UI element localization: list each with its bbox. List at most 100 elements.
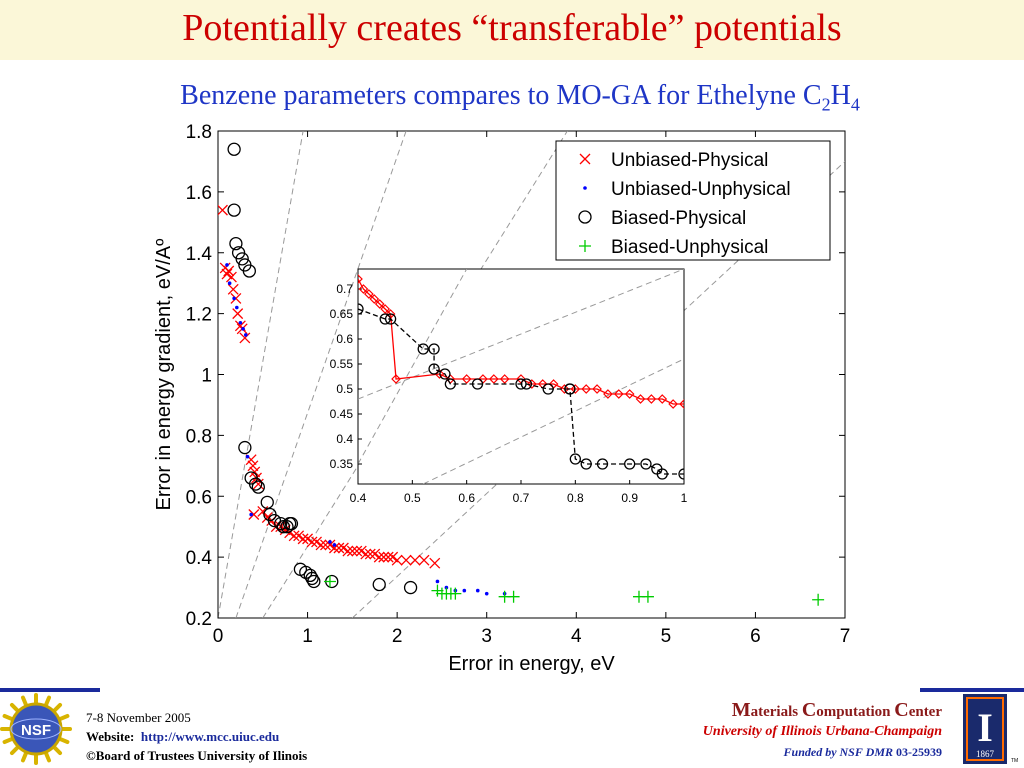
data-point (484, 591, 489, 596)
data-point (248, 477, 263, 491)
legend-marker (579, 153, 591, 165)
data-point (229, 236, 243, 251)
data-point (641, 590, 654, 603)
inset-data-point (569, 453, 581, 465)
y-tick-label: 1.4 (186, 244, 213, 265)
data-point (227, 283, 239, 295)
data-point (245, 454, 250, 459)
data-point (260, 495, 274, 509)
inset-data-point (358, 303, 364, 315)
inset-y-tick-label: 0.35 (330, 457, 354, 471)
data-point (223, 265, 235, 277)
mcc-cap-c2: C (894, 699, 909, 721)
legend-marker (583, 186, 587, 190)
funded-by: Funded by NSF DMR (783, 745, 893, 759)
inset-data-point (624, 389, 635, 399)
y-tick-label: 0.6 (186, 487, 212, 508)
mcc-cap-m: M (731, 699, 751, 721)
inset-x-tick-label: 0.5 (404, 491, 421, 505)
data-point (403, 580, 418, 595)
inset-x-tick-label: 0.9 (621, 491, 638, 505)
funding-line: Funded by NSF DMR 03-25939 (703, 742, 942, 762)
data-point (235, 305, 239, 310)
data-point (373, 551, 385, 563)
inset-data-point (613, 389, 624, 399)
inset-x-tick-label: 0.6 (458, 491, 475, 505)
x-axis-label: Error in energy, eV (448, 653, 615, 675)
series-biased-unphysical (323, 575, 825, 606)
data-point (227, 142, 241, 156)
inset-data-point (417, 343, 429, 355)
x-tick-label: 1 (302, 626, 313, 647)
mcc-word-enter: enter (908, 704, 942, 720)
inset-data-point (471, 378, 484, 390)
inset-data-point (580, 458, 592, 470)
university-name: University of Illinois Urbana-Champaign (702, 724, 942, 739)
y-tick-label: 0.8 (186, 426, 212, 447)
inset-data-point (444, 378, 457, 390)
data-point (306, 536, 318, 548)
data-point (288, 530, 300, 542)
inset-data-point (515, 378, 527, 390)
data-point (252, 478, 264, 490)
data-point (409, 554, 421, 566)
data-point (276, 520, 291, 534)
inset-y-tick-label: 0.45 (330, 407, 354, 421)
inset-data-point (656, 468, 668, 480)
legend-box (555, 140, 831, 261)
y-axis-label: Error in energy gradient, eV/Aº (153, 238, 175, 511)
trademark-mark: TM (1011, 758, 1018, 764)
inset-series-line (358, 278, 684, 405)
legend-label: Biased-Unphysical (611, 237, 768, 258)
data-point (507, 590, 520, 603)
inset-data-point (542, 383, 554, 395)
footer-line-right (920, 688, 1024, 692)
inset-data-point (428, 343, 440, 355)
legend-label: Unbiased-Unphysical (611, 179, 791, 200)
inset-x-tick-label: 1 (681, 491, 688, 505)
data-point (267, 513, 282, 528)
inset-data-point (488, 374, 499, 384)
data-point (274, 516, 288, 531)
x-tick-label: 3 (481, 626, 492, 647)
inset-data-point (678, 468, 684, 480)
data-point (462, 588, 467, 593)
footer-website-link[interactable]: http://www.mcc.uiuc.edu (140, 729, 280, 744)
chart-legend: Unbiased-Physical Unbiased-Unphysical Bias… (555, 140, 831, 261)
y-tick-label: 1 (201, 366, 212, 387)
data-point (342, 545, 354, 557)
inset-y-tick-label: 0.4 (336, 432, 353, 446)
reference-line-2 (235, 131, 407, 618)
data-point (364, 548, 376, 560)
inset-plot: 0.4 0.5 0.6 0.7 0.8 0.9 1 0.35 0.4 0.45 0.5 0.55 0.6… (330, 268, 688, 505)
subtitle-subscript-2: 2 (821, 94, 831, 115)
inset-data-point (369, 294, 380, 304)
reference-line-1 (218, 131, 304, 618)
data-point (225, 263, 229, 267)
inset-data-point (374, 299, 385, 309)
subtitle-subscript-4: 4 (850, 94, 860, 115)
footer-website-label: Website: (86, 729, 135, 744)
x-tick-label: 2 (392, 626, 403, 647)
data-point (391, 554, 403, 566)
nsf-logo-icon: NSF (0, 693, 72, 765)
legend-label: Unbiased-Physical (611, 150, 768, 171)
inset-data-point (646, 394, 657, 404)
data-point (429, 557, 441, 569)
y-tick-label: 1.8 (186, 122, 212, 143)
data-point (332, 543, 337, 547)
inset-data-point (461, 374, 472, 384)
inset-data-point (384, 313, 397, 325)
mcc-word-omputation: omputation (816, 704, 895, 720)
data-point (346, 545, 358, 557)
legend-marker (579, 240, 591, 252)
subtitle-text: Benzene parameters compares to MO-GA for… (180, 80, 822, 111)
inset-y-tick-label: 0.6 (336, 332, 353, 346)
data-point (360, 548, 372, 560)
inset-data-point (564, 383, 576, 395)
data-point (235, 252, 249, 266)
data-point (297, 533, 309, 545)
mcc-cap-c1: C (801, 699, 817, 721)
data-point (243, 333, 248, 337)
inset-data-point (570, 384, 581, 394)
